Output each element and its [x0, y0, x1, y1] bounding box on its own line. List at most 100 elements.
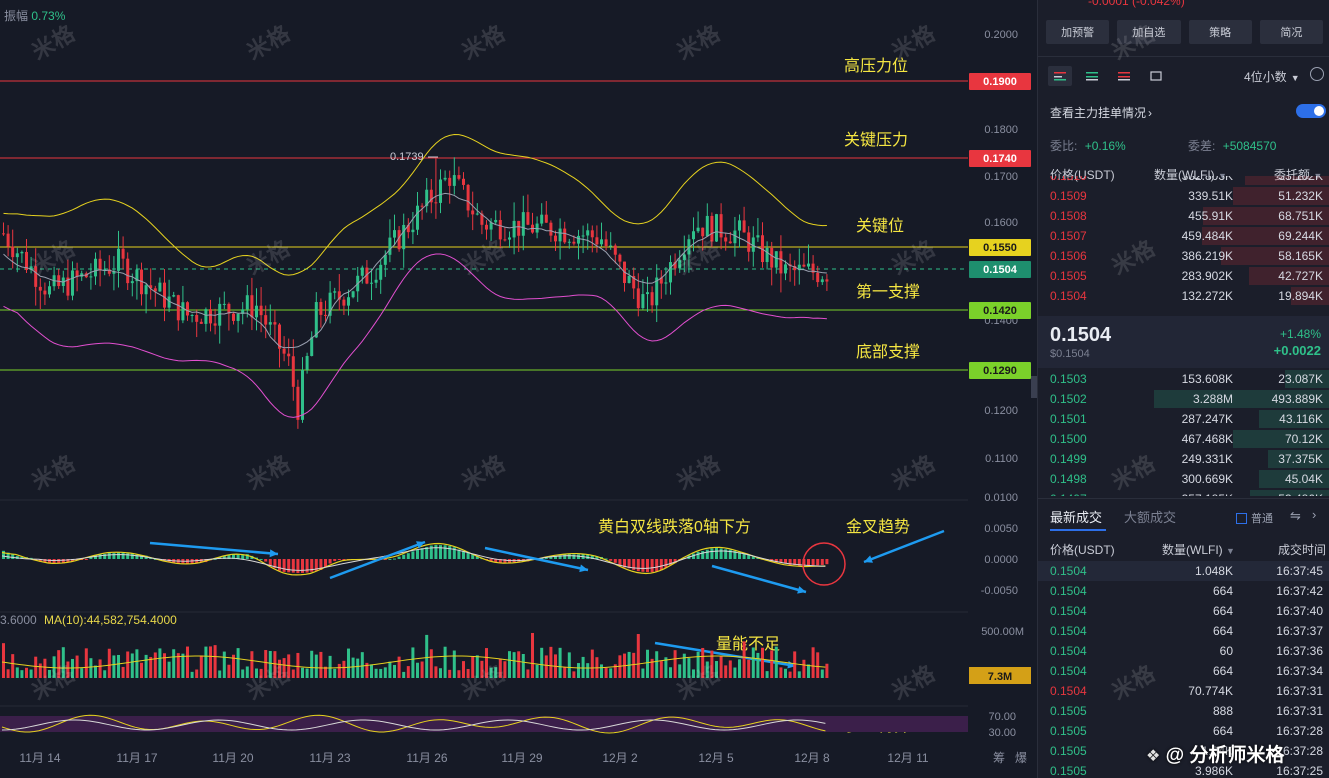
price-level-tag-label: 0.1900 — [983, 76, 1017, 88]
macd-bar — [61, 559, 65, 564]
volume-bar — [544, 655, 548, 678]
row-quantity: 467.468K — [1181, 432, 1233, 446]
add-watchlist-button[interactable]: 加自选 — [1117, 20, 1181, 44]
candle-body — [650, 292, 654, 306]
volume-bar — [563, 667, 567, 678]
ask-row[interactable]: 0.1504 132.272K 19.894K — [1038, 286, 1329, 306]
volume-bar — [374, 668, 378, 678]
row-amount: 43.116K — [1279, 412, 1323, 426]
asks-only-icon[interactable] — [1112, 66, 1136, 86]
annotation-label: 黄白双线跌落0轴下方 — [598, 518, 751, 536]
main-order-toggle[interactable] — [1296, 104, 1326, 118]
tab-large-trades[interactable]: 大额成交 — [1124, 510, 1177, 525]
trade-row[interactable]: 0.1505 1.04K 16:37:28 — [1038, 741, 1329, 761]
candle-body — [581, 235, 585, 237]
price-level-tag — [969, 261, 1031, 278]
candle-body — [227, 303, 231, 314]
price-level-tag — [969, 302, 1031, 319]
bid-row[interactable]: 0.1499 249.331K 37.375K — [1038, 449, 1329, 469]
trade-row[interactable]: 0.1504 664 16:37:42 — [1038, 581, 1329, 601]
strategy-button[interactable]: 策略 — [1188, 20, 1252, 44]
macd-bar — [498, 559, 502, 563]
price-level-tag-label: 0.1550 — [983, 242, 1017, 254]
volume-bar — [167, 661, 171, 678]
trade-price: 0.1505 — [1050, 704, 1087, 718]
ask-row[interactable]: 0.1507 459.484K 69.244K — [1038, 226, 1329, 246]
candle-body — [480, 213, 484, 225]
trade-row[interactable]: 0.1505 888 16:37:31 — [1038, 701, 1329, 721]
decimals-select[interactable]: 4位小数 ▼ — [1244, 70, 1300, 84]
bid-row[interactable]: 0.1497 357.185K 53.486K — [1038, 489, 1329, 496]
trade-row[interactable]: 0.1504 664 16:37:34 — [1038, 661, 1329, 681]
price-level-tag-label: 0.1504 — [983, 264, 1018, 276]
bid-row[interactable]: 0.1500 467.468K 70.12K — [1038, 429, 1329, 449]
trade-time: 16:37:45 — [1276, 564, 1323, 578]
trade-row[interactable]: 0.1505 3.986K 16:37:25 — [1038, 761, 1329, 778]
diff: 委差: +5084570 — [1188, 139, 1277, 153]
volume-bar — [360, 652, 364, 678]
candle-body — [705, 215, 709, 237]
candle-body — [682, 254, 686, 261]
trade-header-qty[interactable]: 数量(WLFI) ▼ — [1162, 543, 1235, 557]
macd-bar — [94, 555, 97, 559]
candle-body — [163, 282, 166, 308]
trade-row[interactable]: 0.1504 664 16:37:40 — [1038, 601, 1329, 621]
macd-bar — [324, 559, 327, 568]
volume-bar — [255, 668, 258, 678]
macd-axis-label: -0.0050 — [981, 585, 1018, 597]
candle-body — [406, 224, 410, 233]
main-order-link[interactable]: 查看主力挂单情况 › — [1050, 106, 1153, 120]
add-alert-button[interactable]: 加预警 — [1046, 20, 1110, 44]
ask-row[interactable]: 0.1506 386.219K 58.165K — [1038, 246, 1329, 266]
ask-row[interactable]: 0.1509 339.51K 51.232K — [1038, 186, 1329, 206]
filter-icon[interactable]: ⇋ — [1290, 508, 1301, 523]
expand-icon[interactable]: › — [1312, 507, 1317, 522]
macd-bar — [604, 558, 608, 560]
volume-bar — [669, 667, 672, 678]
trade-row[interactable]: 0.1504 664 16:37:37 — [1038, 621, 1329, 641]
bid-row[interactable]: 0.1503 153.608K 23.087K — [1038, 369, 1329, 389]
trade-row[interactable]: 0.1504 70.774K 16:37:31 — [1038, 681, 1329, 701]
candle-body — [213, 323, 217, 326]
normal-filter[interactable]: 普通 — [1236, 510, 1273, 526]
annotation-label: 底部支撑 — [856, 343, 920, 361]
compact-icon[interactable] — [1144, 66, 1168, 86]
overview-button[interactable]: 简况 — [1259, 20, 1323, 44]
volume-bar — [724, 665, 728, 678]
trade-row[interactable]: 0.1504 60 16:37:36 — [1038, 641, 1329, 661]
amplitude-value: 0.73% — [31, 9, 66, 23]
candlestick-chart[interactable]: 0.20000.18000.17000.16000.14000.12000.11… — [0, 0, 1037, 778]
bid-row[interactable]: 0.1501 287.247K 43.116K — [1038, 409, 1329, 429]
candle-body — [117, 248, 120, 271]
trade-row[interactable]: 0.1504 1.048K 16:37:45 — [1038, 561, 1329, 581]
bid-row[interactable]: 0.1502 3.288M 493.889K — [1038, 389, 1329, 409]
ask-row[interactable]: 0.1508 455.91K 68.751K — [1038, 206, 1329, 226]
both-sides-icon[interactable] — [1048, 66, 1072, 86]
bid-row[interactable]: 0.1498 300.669K 45.04K — [1038, 469, 1329, 489]
volume-bar — [71, 658, 74, 678]
ask-row[interactable]: 0.1510 332.803K 33.102K — [1038, 176, 1329, 186]
volume-axis-label: 500.00M — [981, 626, 1024, 638]
volume-bar — [475, 655, 479, 678]
volume-bar — [324, 666, 327, 678]
macd-bar — [563, 554, 567, 559]
candle-body — [333, 291, 337, 293]
volume-bar — [333, 668, 337, 678]
trade-row[interactable]: 0.1505 664 16:37:28 — [1038, 721, 1329, 741]
ask-row[interactable]: 0.1505 283.902K 42.727K — [1038, 266, 1329, 286]
trade-time: 16:37:37 — [1276, 624, 1323, 638]
chart-area[interactable]: 0.2000 0.1800 0.1700 0.1600 0.1400 0.1200 0.11… — [0, 0, 1037, 778]
candle-body — [301, 369, 304, 420]
macd-bar — [650, 559, 654, 573]
trend-arrow-head — [864, 555, 873, 563]
trade-list: 0.1504 1.048K 16:37:45 0.1504 664 16:37:42 0.1… — [1038, 561, 1329, 778]
volume-bar — [687, 658, 691, 678]
volume-bar — [429, 649, 433, 678]
volume-bar — [158, 648, 162, 678]
book-header-qty[interactable]: 数量(WLFI) ▼ — [1154, 168, 1227, 182]
bids-only-icon[interactable] — [1080, 66, 1104, 86]
candle-body — [420, 205, 424, 207]
tab-latest-trades[interactable]: 最新成交 — [1050, 510, 1103, 525]
settings-icon[interactable] — [1310, 67, 1324, 81]
book-header-amount[interactable]: 委托额 ▼ — [1274, 168, 1323, 182]
